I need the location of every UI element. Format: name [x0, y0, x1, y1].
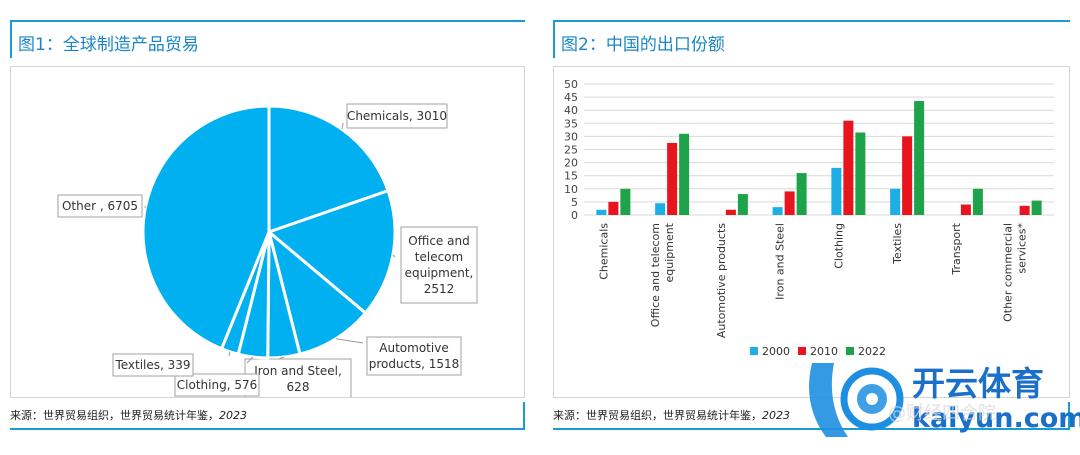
pie-slice-label: products, 1518	[369, 357, 460, 371]
bar-2022	[855, 132, 865, 215]
kaiyun-logo-icon	[809, 363, 900, 437]
bar-2022	[620, 189, 630, 215]
bar-2000	[596, 210, 606, 215]
bar-2010	[1020, 206, 1030, 215]
panel-footer: 来源：世界贸易组织，世界贸易统计年鉴，2023	[10, 402, 525, 430]
bar-2022	[914, 101, 924, 215]
source-text: 来源：世界贸易组织，世界贸易统计年鉴，	[10, 409, 219, 422]
bar-2000	[890, 189, 900, 215]
panel-global-trade: 图1：全球制造产品贸易 Chemicals, 3010 Office and tel…	[10, 20, 525, 431]
pie-slice-label: equipment,	[405, 266, 474, 280]
x-category-label: Other commercialservices*	[1002, 223, 1029, 322]
bar-2010	[961, 205, 971, 215]
pie-slice-label: telecom	[415, 250, 463, 264]
pie-slice-label: Iron and Steel,	[254, 364, 342, 378]
source-label: 来源：世界贸易组织，世界贸易统计年鉴，2023	[553, 407, 790, 423]
bar-2010	[785, 191, 795, 215]
watermark-brand: 开云体育	[912, 364, 1044, 403]
legend-swatch	[750, 347, 758, 355]
pie-slice-label: Chemicals, 3010	[347, 109, 447, 123]
x-category-label: Automotive products	[715, 223, 728, 338]
x-category-label: Clothing	[832, 223, 845, 269]
bar-2010	[667, 143, 677, 215]
bar-2022	[1032, 201, 1042, 215]
source-year: 2023	[219, 409, 247, 422]
y-tick-label: 5	[571, 196, 578, 209]
watermark-overlay-text: @财经四合院	[888, 403, 996, 424]
x-category-label: Office and telecomequipment	[649, 222, 676, 327]
source-text: 来源：世界贸易组织，世界贸易统计年鉴，	[553, 409, 762, 422]
bar-2010	[608, 202, 618, 215]
legend-label: 2000	[762, 345, 790, 358]
bar-2000	[773, 207, 783, 215]
panel-title: 图1：全球制造产品贸易	[18, 30, 199, 55]
y-tick-label: 35	[564, 117, 578, 130]
bar-2000	[655, 203, 665, 215]
y-tick-label: 10	[564, 183, 578, 196]
panel-title: 图2：中国的出口份额	[561, 30, 725, 55]
bar-2010	[902, 136, 912, 215]
bar-2022	[679, 134, 689, 215]
x-category-label: Chemicals	[597, 223, 610, 280]
y-tick-label: 30	[564, 130, 578, 143]
watermark: 开云体育 kaiyun.com @财经四合院	[790, 345, 1080, 451]
bar-2000	[831, 168, 841, 215]
y-tick-label: 40	[564, 104, 578, 117]
pie-slice-label: Automotive	[379, 341, 448, 355]
pie-slice-label: 2512	[424, 282, 455, 296]
x-category-label: Iron and Steel	[774, 223, 787, 300]
pie-slice-label: Other , 6705	[62, 199, 138, 213]
y-tick-label: 0	[571, 209, 578, 222]
pie-slice-label: 628	[287, 380, 310, 394]
pie-leader-line	[336, 339, 363, 343]
y-tick-label: 15	[564, 170, 578, 183]
pie-slice-label: Office and	[408, 234, 469, 248]
pie-slice-label: Textiles, 339	[114, 358, 190, 372]
panel-title-bar: 图1：全球制造产品贸易	[10, 20, 525, 58]
pie-slice-label: Clothing, 576	[177, 378, 257, 392]
bar-2010	[843, 121, 853, 215]
bar-2010	[726, 210, 736, 215]
y-tick-label: 20	[564, 157, 578, 170]
source-year: 2023	[762, 409, 790, 422]
y-tick-label: 45	[564, 91, 578, 104]
pie-chart: Chemicals, 3010 Office and telecom equipmen…	[11, 67, 524, 397]
panel-title-bar: 图2：中国的出口份额	[553, 20, 1070, 58]
source-label: 来源：世界贸易组织，世界贸易统计年鉴，2023	[10, 407, 247, 423]
y-tick-label: 25	[564, 144, 578, 157]
bar-2022	[973, 189, 983, 215]
bar-2022	[738, 194, 748, 215]
x-category-label: Transport	[950, 222, 963, 275]
x-category-label: Textiles	[891, 223, 904, 265]
bar-2022	[797, 173, 807, 215]
y-tick-label: 50	[564, 78, 578, 91]
pie-chart-box: Chemicals, 3010 Office and telecom equipmen…	[10, 66, 525, 398]
